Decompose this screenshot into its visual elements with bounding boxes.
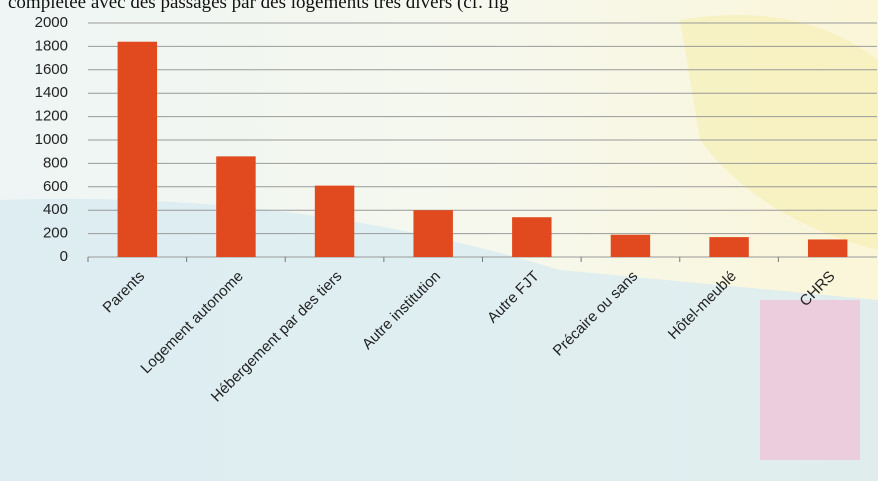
bar	[314, 185, 355, 257]
y-tick-label: 1200	[35, 108, 68, 125]
y-tick-label: 1400	[35, 84, 68, 101]
background-wave	[0, 198, 878, 481]
y-tick-label: 1800	[35, 37, 68, 54]
y-tick-label: 2000	[35, 14, 68, 31]
y-tick-label: 200	[43, 225, 68, 242]
bar	[709, 237, 749, 257]
background-block	[760, 300, 860, 460]
cut-text: complétée avec des passages par des loge…	[8, 0, 509, 13]
bar	[413, 210, 453, 257]
bar	[512, 217, 552, 257]
y-tick-label: 600	[43, 178, 68, 195]
bar	[117, 41, 158, 257]
bar	[807, 239, 848, 257]
bar	[216, 156, 256, 257]
y-tick-label: 0	[60, 248, 68, 265]
y-tick-label: 400	[43, 201, 68, 218]
background-shape	[680, 15, 878, 250]
y-tick-label: 1000	[35, 131, 68, 148]
y-tick-label: 1600	[35, 61, 68, 78]
y-tick-label: 800	[43, 154, 68, 171]
bar	[610, 234, 651, 257]
